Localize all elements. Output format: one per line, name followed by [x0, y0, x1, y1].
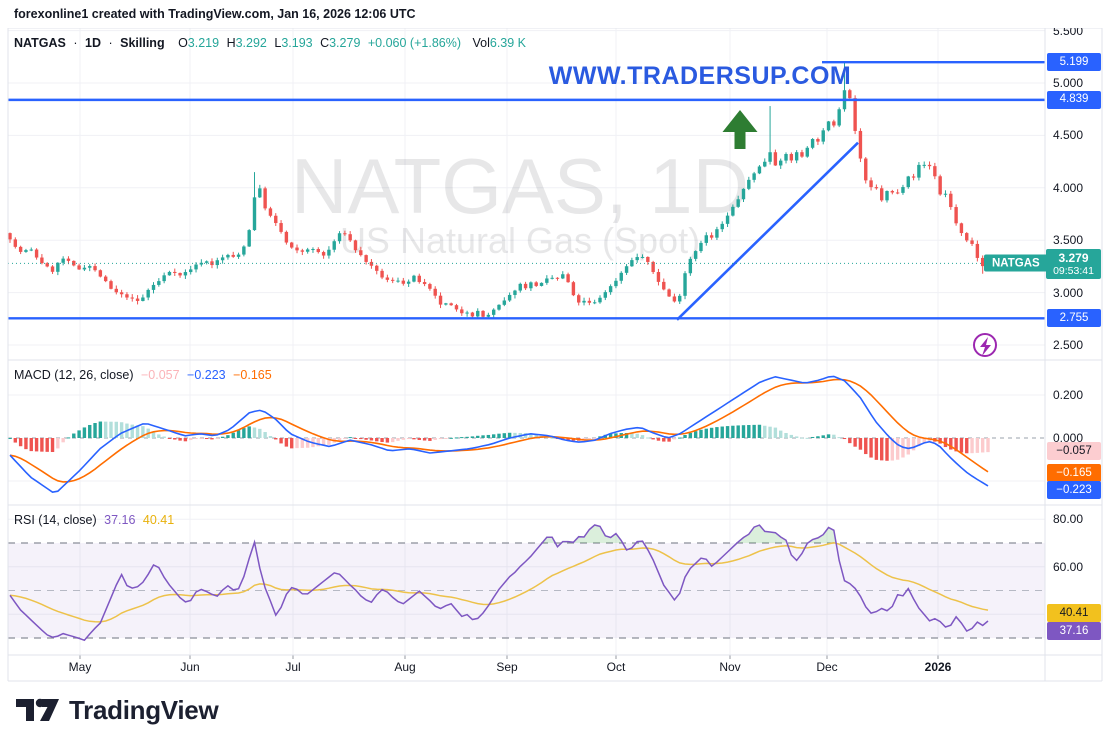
interval-label[interactable]: 1D: [85, 36, 101, 50]
last-price-badge: 3.279 09:53:41: [1046, 249, 1101, 280]
price-level-badge: 4.839: [1047, 90, 1101, 109]
macd-title[interactable]: MACD (12, 26, close): [14, 368, 134, 382]
macd-value-badge: −0.223: [1047, 481, 1101, 499]
macd-value-badge: −0.057: [1047, 442, 1101, 460]
tradingview-logo[interactable]: TradingView: [14, 692, 219, 728]
time-axis-label: Jun: [180, 660, 200, 674]
macd-line-value: −0.223: [187, 368, 226, 382]
price-axis-tick: 3.500: [1053, 233, 1084, 248]
broker-label: Skilling: [120, 36, 165, 50]
rsi-ma-value: 40.41: [142, 513, 175, 527]
time-axis-label: Aug: [394, 660, 416, 674]
close-value: 3.279: [329, 36, 361, 50]
macd-axis-tick: 0.200: [1053, 388, 1084, 402]
price-axis-tick: 2.500: [1053, 338, 1084, 352]
price-axis-tick: 4.000: [1053, 180, 1084, 195]
price-level-badge: 5.199: [1047, 53, 1101, 72]
high-value: 3.292: [235, 36, 267, 50]
macd-legend: MACD (12, 26, close) −0.057 −0.223 −0.16…: [14, 368, 276, 382]
close-label: C: [320, 36, 330, 50]
open-label: O: [178, 36, 188, 50]
price-axis-tick: 3.000: [1053, 285, 1084, 300]
price-axis-tick: 4.500: [1053, 128, 1084, 143]
low-label: L: [274, 36, 282, 50]
macd-axis-tick: 0.000: [1053, 431, 1084, 445]
watermark-subtitle: US Natural Gas (Spot): [340, 220, 700, 261]
rsi-axis-tick: 80.00: [1053, 512, 1084, 527]
tradingview-logo-icon: [16, 698, 59, 721]
rsi-value: 37.16: [104, 513, 136, 527]
time-axis-label: 2026: [924, 660, 952, 674]
website-watermark: WWW.TRADERSUP.COM: [548, 62, 852, 90]
time-axis-label: Sep: [496, 660, 518, 674]
volume-value: 6.39 K: [489, 36, 527, 50]
price-level-badge: 2.755: [1047, 309, 1101, 328]
attribution-bar: forexonline1 created with TradingView.co…: [0, 0, 1110, 28]
macd-signal-value: −0.165: [233, 368, 272, 382]
price-axis-tick: 5.000: [1053, 76, 1084, 90]
symbol-price-label: NATGAS: [984, 254, 1048, 272]
symbol-legend: NATGAS · 1D · Skilling O3.219 H3.292 L3.…: [14, 36, 530, 50]
low-value: 3.193: [281, 36, 313, 50]
rsi-title[interactable]: RSI (14, close): [14, 513, 97, 527]
open-value: 3.219: [187, 36, 220, 50]
rsi-value-badge: 40.41: [1047, 604, 1101, 622]
change-value: +0.060 (+1.86%): [367, 36, 461, 50]
time-axis-label: May: [68, 660, 92, 674]
high-label: H: [226, 36, 236, 50]
last-price-time: 09:53:41: [1053, 265, 1094, 278]
legend-separator: ·: [73, 36, 78, 50]
watermark-title: NATGAS, 1D: [291, 142, 749, 230]
macd-value-badge: −0.165: [1047, 464, 1101, 482]
rsi-value-badge: 37.16: [1047, 622, 1101, 640]
macd-hist-value: −0.057: [140, 368, 180, 382]
last-price-value: 3.279: [1058, 251, 1089, 266]
legend-separator: ·: [108, 36, 113, 50]
attribution-text: forexonline1 created with TradingView.co…: [14, 7, 416, 21]
time-axis-label: Nov: [719, 660, 741, 674]
symbol-name[interactable]: NATGAS: [14, 36, 66, 50]
volume-label: Vol: [472, 36, 490, 50]
rsi-axis-tick: 60.00: [1053, 559, 1084, 574]
rsi-legend: RSI (14, close) 37.16 40.41: [14, 513, 178, 527]
time-axis-label: Jul: [285, 660, 301, 674]
time-axis-label: Oct: [606, 660, 626, 674]
up-arrow-annotation: [722, 110, 758, 149]
time-axis-label: Dec: [816, 660, 838, 674]
tradingview-logo-text: TradingView: [69, 694, 219, 725]
